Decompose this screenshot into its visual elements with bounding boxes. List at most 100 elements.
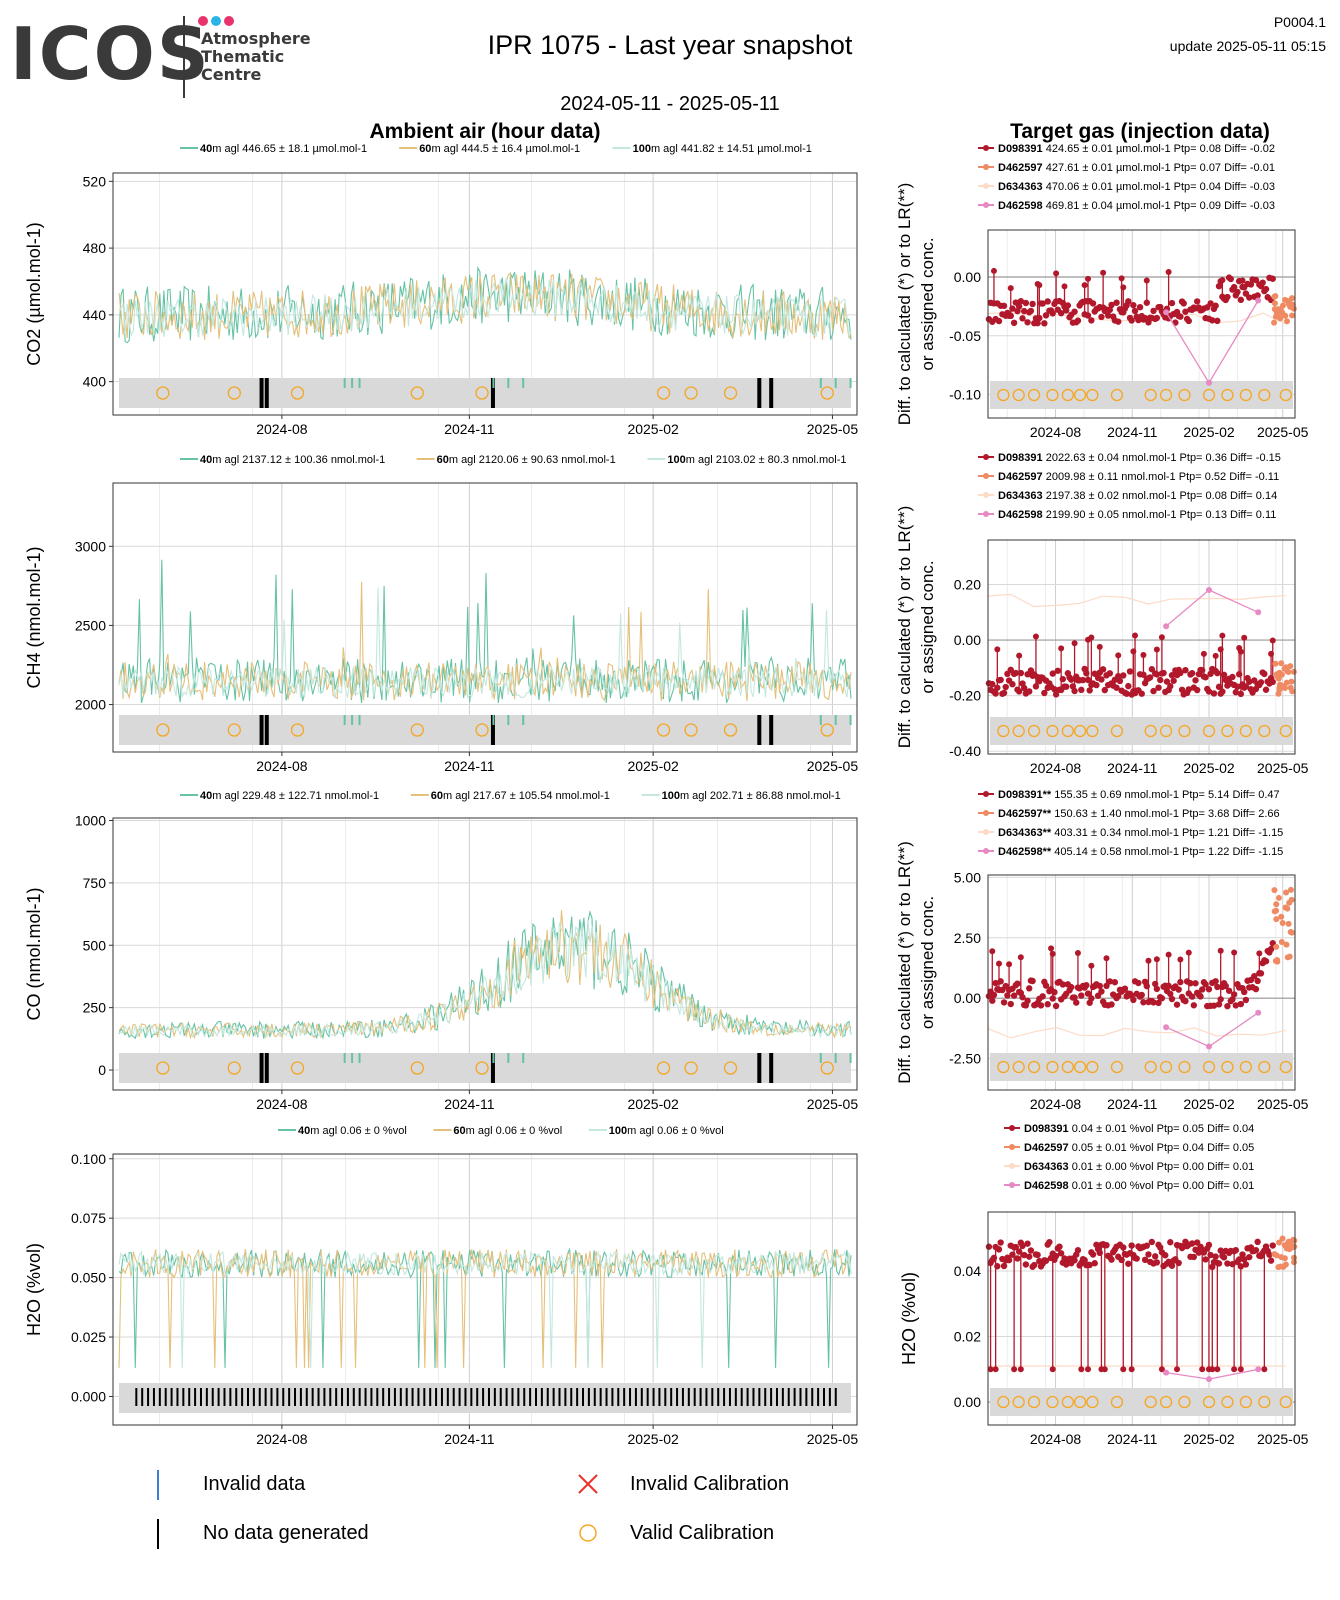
legend-dot-1 [983,164,989,170]
point-D098391 [1041,689,1048,697]
point-D098391 [1199,986,1206,993]
logo-dot-1 [198,16,208,26]
legend-label-2: 100m agl 202.71 ± 86.88 nmol.mol-1 [662,790,841,802]
invalid-data-marker [157,1470,159,1500]
point-D098391 [1125,682,1132,690]
series-line-60m [118,581,852,702]
no-data-bar [705,1388,708,1406]
ch4-ambient-chart: 2024-08 2024-11 2025-02 2025-05 2000 2500 3000… [24,454,858,774]
point-D462598 [1255,297,1262,304]
point-D098391 [1041,320,1048,327]
legend-dot-3 [983,848,989,854]
y-tick-label: 0.00 [954,269,981,285]
no-data-bar [258,1388,261,1406]
point-D462597 [1287,886,1294,893]
legend-dot-2 [1009,1163,1015,1169]
point-D098391 [1153,646,1160,653]
no-data-bar [317,1388,320,1406]
x-tick-label: 2025-02 [627,421,679,437]
point-D098391 [1188,993,1196,1000]
calibration-marker [1073,1060,1087,1074]
point-D098391 [1246,678,1253,685]
point-D098391 [1029,300,1036,308]
point-D098391 [1015,303,1023,310]
point-D098391 [1146,674,1154,681]
point-D098391 [1182,997,1189,1005]
legend-label-3: D462598** 405.14 ± 0.58 nmol.mol-1 Ptp= … [998,846,1283,858]
point-D098391 [1262,285,1270,293]
data-tick [819,715,822,725]
point-D098391 [1019,1242,1026,1250]
calibration-marker [156,386,170,400]
point-D098391 [1257,970,1265,977]
legend-no-data: No data generated [203,1522,369,1544]
no-data-bar [511,1388,514,1406]
legend-label-1: D462597 427.61 ± 0.01 µmol.mol-1 Ptp= 0.… [998,162,1275,174]
point-D098391 [995,1246,1003,1253]
no-data-bar [235,1388,238,1406]
calibration-marker [1144,388,1157,402]
point-D098391 [1103,1241,1110,1249]
x-tick-label: 2024-11 [444,758,495,774]
point-D098391 [1153,1259,1161,1266]
no-data-bar [664,1388,667,1406]
point-D098391 [1202,674,1209,681]
point-D098391 [1068,676,1075,683]
no-data-bar [188,1388,191,1406]
point-D462597 [1282,904,1289,911]
point-D462597 [1282,664,1289,671]
data-tick [834,378,837,388]
legend-label-0: 40m agl 0.06 ± 0 %vol [298,1125,407,1137]
legend-dot-0 [1009,1125,1015,1131]
point-D098391 [1247,281,1255,288]
point-D098391 [1051,988,1058,996]
point-D098391 [1020,684,1028,692]
point-D098391 [1100,269,1107,276]
point-D098391 [1224,293,1231,301]
no-data-bar [305,1388,308,1406]
point-D098391 [1193,686,1201,694]
point-D098391 [1084,990,1092,997]
no-data-bar [822,1388,825,1406]
x-tick-label: 2025-05 [807,1431,859,1447]
no-data-bar [429,1388,432,1406]
point-D098391 [1026,985,1033,992]
point-D098391 [1068,983,1075,991]
point-D098391 [1039,993,1046,1000]
point-D098391 [1163,678,1171,685]
point-D462597 [1287,303,1294,310]
point-D098391 [1017,297,1025,305]
calibration-marker [1061,1060,1074,1074]
point-D098391 [1215,1001,1223,1008]
calibration-marker [1258,388,1271,402]
point-D098391 [1078,686,1085,694]
y-tick-label: 520 [83,173,107,189]
point-D462598 [1206,587,1212,593]
y-axis-label-line2: or assigned conc. [918,896,937,1029]
point-D098391 [1252,985,1260,993]
no-data-bar [352,1388,355,1406]
y-tick-label: -2.50 [949,1051,981,1067]
point-D098391 [1012,1243,1019,1251]
calibration-marker [684,386,698,400]
calibration-marker [997,388,1010,402]
point-D098391 [1224,1002,1231,1010]
calibration-marker [656,386,671,400]
point-D462597 [1286,899,1293,906]
point-D098391 [1029,977,1036,985]
point-D098391 [1089,1251,1097,1258]
no-data-bar [558,1388,561,1406]
calibration-marker [1144,724,1157,738]
point-D098391 [1088,962,1095,969]
point-D098391 [1256,950,1263,957]
point-D098391 [1246,1253,1253,1261]
series-line-60m [118,272,852,340]
calibration-marker [820,723,834,737]
calibration-marker [475,723,489,737]
point-D098391 [1168,995,1176,1003]
point-D098391 [1091,1260,1098,1267]
point-D462597 [1279,920,1286,927]
no-data-bar [764,1388,767,1406]
legend-label-3: D462598 469.81 ± 0.04 µmol.mol-1 Ptp= 0.… [998,200,1275,212]
